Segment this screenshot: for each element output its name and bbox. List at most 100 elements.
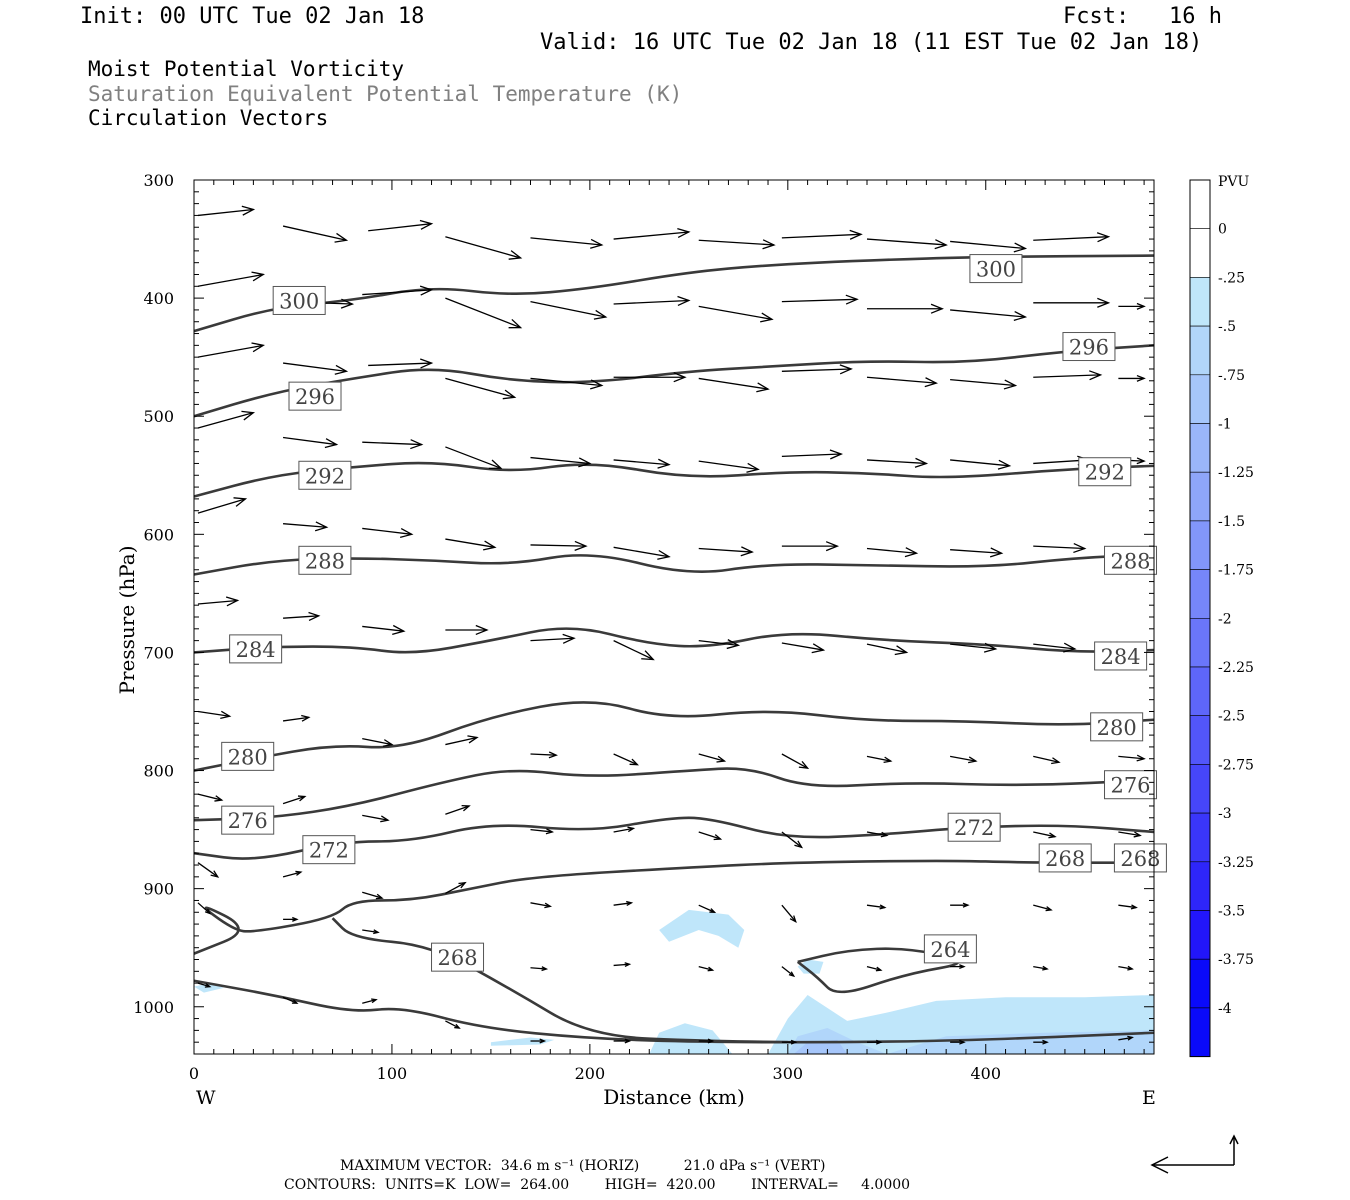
contour-label-box xyxy=(221,741,275,771)
y-tick-label: 300 xyxy=(143,171,174,190)
circulation-vector xyxy=(866,547,919,558)
colorbar-label: -.25 xyxy=(1218,270,1245,286)
circulation-vector xyxy=(445,297,523,329)
circulation-vector xyxy=(368,219,434,232)
circulation-vector xyxy=(698,546,754,557)
circulation-vector xyxy=(698,904,717,913)
circulation-vector xyxy=(950,1039,966,1045)
circulation-vector xyxy=(282,795,307,805)
contour-label: 288 xyxy=(1110,549,1150,573)
contour-label-box xyxy=(1094,641,1148,671)
valid-time: Valid: 16 UTC Tue 02 Jan 18 (11 EST Tue … xyxy=(540,30,1203,55)
circulation-vector xyxy=(1033,1039,1049,1045)
circulation-vector xyxy=(866,376,939,388)
reference-vector xyxy=(1150,1134,1239,1174)
circulation-vector xyxy=(950,240,1028,253)
circulation-vector xyxy=(950,459,1012,470)
colorbar-label: -.5 xyxy=(1218,319,1236,335)
colorbar-label: -.75 xyxy=(1218,368,1245,384)
circulation-vector xyxy=(445,538,497,551)
colorbar-swatch xyxy=(1189,764,1211,814)
contour-label: 292 xyxy=(305,464,345,488)
circulation-vector xyxy=(613,458,671,469)
circulation-vector xyxy=(283,916,299,922)
circulation-vector-layer xyxy=(197,205,1146,1045)
colorbar-frame xyxy=(1189,179,1211,1058)
circulation-vector xyxy=(282,225,349,243)
y-tick-label: 700 xyxy=(143,643,174,662)
x-tick-label: 200 xyxy=(575,1064,606,1083)
circulation-vector xyxy=(282,436,339,449)
circulation-vector xyxy=(530,1038,547,1044)
circulation-vector xyxy=(698,377,770,393)
pv-region-3 xyxy=(490,1037,555,1046)
circulation-vector xyxy=(282,714,311,722)
circulation-vector xyxy=(866,303,944,314)
circulation-vector xyxy=(1033,232,1111,243)
colorbar-swatch xyxy=(1189,861,1211,911)
field-title-theta: Saturation Equivalent Potential Temperat… xyxy=(88,82,683,106)
contour-label: 272 xyxy=(309,839,349,863)
theta-contour-276 xyxy=(193,767,1155,822)
circulation-vector xyxy=(445,377,517,400)
circulation-vector xyxy=(950,547,1004,558)
colorbar-swatch xyxy=(1189,569,1211,619)
circulation-vector xyxy=(781,966,796,978)
contour-label-layer: 300 300 296 296 292 292 288 288 284 284 280 280 276 2… xyxy=(221,254,1167,972)
circulation-vector xyxy=(197,982,212,988)
circulation-vector xyxy=(613,1038,632,1044)
contour-label: 284 xyxy=(1101,645,1141,669)
circulation-vector xyxy=(445,236,523,260)
circulation-vector xyxy=(781,364,853,375)
theta-contour-264 xyxy=(193,979,1155,1044)
circulation-vector xyxy=(698,965,715,972)
circulation-vector xyxy=(613,227,691,240)
circulation-vector xyxy=(613,753,639,766)
circulation-vector xyxy=(362,998,378,1004)
circulation-vector xyxy=(283,611,321,622)
circulation-vector xyxy=(1033,904,1053,912)
circulation-vector xyxy=(613,295,691,307)
theta-contour-268 xyxy=(193,859,1154,955)
colorbar-label: -2.75 xyxy=(1218,757,1254,773)
pv-region-0 xyxy=(659,909,745,948)
circulation-vector xyxy=(530,540,588,551)
circulation-vector xyxy=(445,735,479,746)
circulation-vector xyxy=(197,271,266,287)
colorbar-label: -1 xyxy=(1218,417,1232,433)
circulation-vector xyxy=(282,870,303,878)
x-end-label-west: W xyxy=(196,1087,216,1109)
colorbar-label: -3.25 xyxy=(1218,855,1254,871)
circulation-vector xyxy=(613,372,687,383)
circulation-vector xyxy=(698,831,723,841)
contour-label: 300 xyxy=(976,258,1016,282)
x-axis-label: Distance (km) xyxy=(603,1085,745,1109)
circulation-vector xyxy=(530,301,608,320)
circulation-vector xyxy=(1118,302,1146,310)
circulation-vector xyxy=(698,753,727,763)
colorbar-swatch xyxy=(1189,958,1211,1009)
circulation-vector xyxy=(866,1039,883,1045)
circulation-vector xyxy=(781,753,810,770)
circulation-vector xyxy=(1033,755,1061,765)
circulation-vector xyxy=(197,902,212,915)
circulation-vector xyxy=(950,309,1028,322)
circulation-vector xyxy=(362,527,414,539)
circulation-vector xyxy=(866,904,887,910)
contour-label: 300 xyxy=(279,289,319,313)
contour-label: 280 xyxy=(1097,716,1137,740)
circulation-vector xyxy=(613,546,671,560)
y-tick-label: 500 xyxy=(143,407,174,426)
circulation-vector xyxy=(1118,1035,1134,1041)
circulation-vector xyxy=(445,804,471,815)
circulation-vector xyxy=(283,521,329,532)
contour-label: 296 xyxy=(295,385,335,409)
contour-label: 268 xyxy=(1045,847,1085,871)
circulation-vector xyxy=(530,828,555,835)
circulation-vector xyxy=(1118,374,1146,382)
contour-label-box xyxy=(298,545,352,575)
circulation-vector xyxy=(530,237,604,249)
y-tick-label: 800 xyxy=(143,762,174,781)
colorbar-swatch xyxy=(1189,617,1211,668)
